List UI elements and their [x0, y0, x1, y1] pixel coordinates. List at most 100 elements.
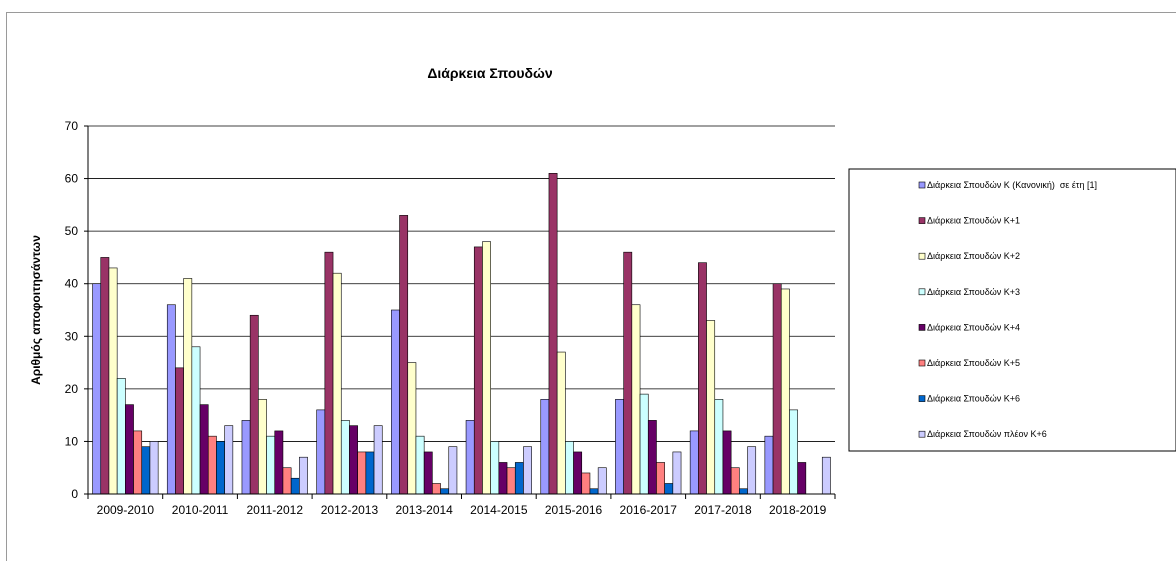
bar	[797, 462, 807, 495]
x-tick-label: 2012-2013	[321, 503, 379, 517]
bar	[772, 283, 782, 495]
bar	[423, 451, 433, 495]
y-tick-label: 50	[65, 224, 79, 238]
bar	[274, 430, 284, 495]
bar	[125, 404, 134, 495]
y-tick-label: 20	[65, 382, 79, 396]
bar	[573, 451, 583, 495]
bar	[365, 451, 375, 495]
bar	[166, 304, 176, 495]
x-tick-label: 2010-2011	[172, 503, 229, 517]
bar	[399, 215, 409, 495]
bar	[623, 251, 633, 495]
legend-swatch	[918, 181, 926, 189]
bar	[730, 467, 740, 495]
x-tick-label: 2016-2017	[620, 503, 678, 517]
bar	[747, 446, 757, 495]
bar	[216, 441, 225, 495]
bars	[92, 173, 831, 495]
bar	[448, 446, 458, 495]
x-tick-label: 2017-2018	[694, 503, 752, 517]
bar	[698, 262, 707, 495]
bar	[706, 320, 716, 495]
legend-swatch	[918, 324, 926, 331]
bar	[207, 435, 217, 495]
x-tick-label: 2009-2010	[97, 503, 155, 517]
legend-label: Διάρκεια Σπουδών Κ (Κανονική) σε έτη [1]	[927, 180, 1097, 190]
bar	[656, 462, 665, 495]
bar	[514, 462, 524, 495]
bar	[597, 467, 607, 495]
x-tick-label: 2011-2012	[247, 503, 304, 517]
chart-frame	[6, 12, 1176, 561]
legend-swatch	[918, 252, 926, 260]
x-tick-label: 2013-2014	[395, 503, 453, 517]
bar	[664, 483, 674, 495]
legend-label: Διάρκεια Σπουδών Κ+5	[927, 358, 1020, 368]
bar	[548, 173, 558, 495]
bar	[266, 435, 276, 495]
bar	[689, 430, 699, 495]
legend-label: Διάρκεια Σπουδών Κ+2	[927, 251, 1020, 261]
bar	[482, 241, 491, 495]
bar	[290, 477, 300, 495]
bar	[465, 420, 475, 495]
y-tick-label: 10	[65, 434, 79, 448]
bar	[764, 435, 774, 495]
bar	[373, 425, 383, 495]
y-axis-label: Αριθμός αποφοιτησάντων	[29, 235, 43, 385]
bar	[780, 288, 790, 495]
bar	[789, 409, 798, 495]
bar	[407, 362, 417, 495]
bar	[141, 446, 151, 495]
x-tick-label: 2018-2019	[769, 503, 827, 517]
bar	[498, 462, 508, 495]
legend-swatch	[918, 359, 926, 367]
bar	[821, 456, 831, 495]
bar	[224, 425, 234, 495]
bar	[631, 304, 641, 495]
bar	[349, 425, 358, 495]
bar	[565, 441, 574, 495]
bar	[299, 456, 308, 495]
bar	[116, 378, 126, 495]
legend-swatch	[918, 395, 926, 402]
bar	[100, 257, 110, 495]
bar	[540, 399, 550, 495]
y-tick-label: 30	[65, 329, 79, 343]
bar	[556, 351, 566, 495]
legend-swatch	[918, 288, 926, 296]
bar	[506, 467, 516, 495]
chart-title: Διάρκεια Σπουδών	[427, 65, 553, 81]
x-tick-label: 2015-2016	[545, 503, 603, 517]
bar	[440, 488, 450, 495]
y-tick-label: 40	[65, 277, 79, 291]
legend-swatch	[918, 430, 926, 438]
legend-label: Διάρκεια Σπουδών πλέον Κ+6	[927, 429, 1047, 439]
bar	[108, 267, 118, 495]
bar	[415, 435, 425, 495]
bar	[391, 309, 400, 495]
bar	[241, 420, 251, 495]
legend-label: Διάρκεια Σπουδών Κ+4	[927, 322, 1020, 332]
bar	[282, 467, 292, 495]
bar	[92, 283, 102, 495]
bar	[183, 278, 193, 495]
legend-label: Διάρκεια Σπουδών Κ+6	[927, 394, 1020, 404]
bar	[739, 488, 748, 495]
bar	[615, 399, 624, 495]
bar	[357, 451, 367, 495]
bar	[432, 483, 441, 495]
y-tick-label: 70	[65, 119, 79, 133]
bar	[316, 409, 326, 495]
bar	[581, 472, 591, 495]
legend-label: Διάρκεια Σπουδών Κ+1	[927, 216, 1020, 226]
bar	[473, 246, 483, 495]
bar	[133, 430, 143, 495]
bar	[199, 404, 209, 495]
bar	[647, 420, 657, 495]
legend-label: Διάρκεια Σπουδών Κ+3	[927, 287, 1020, 297]
bar	[523, 446, 532, 495]
bar	[324, 251, 334, 495]
